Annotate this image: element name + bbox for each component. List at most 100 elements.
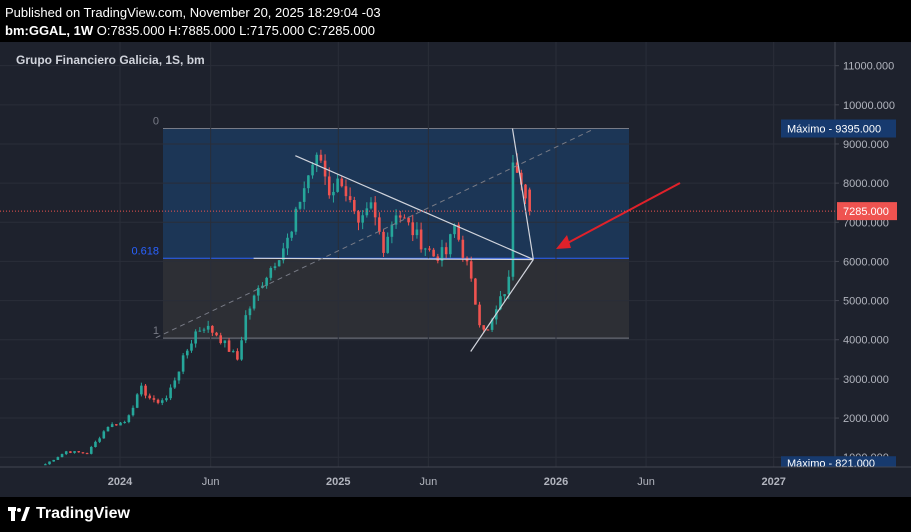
candle xyxy=(177,371,181,384)
red-arrow-shaft xyxy=(561,182,681,247)
candle xyxy=(102,430,106,439)
candle-body xyxy=(382,231,385,253)
candle xyxy=(311,161,314,179)
candle-body xyxy=(77,451,81,453)
price-chart[interactable]: 0 0.618 1 11000.000 10000.000 9000.000 8000.0… xyxy=(0,42,911,497)
footer: TradingView xyxy=(0,497,911,532)
candle xyxy=(440,239,444,267)
candle-body xyxy=(353,199,356,212)
candle-body xyxy=(507,276,511,295)
candle-body xyxy=(211,325,214,333)
candle xyxy=(123,420,126,424)
drawings xyxy=(155,128,681,352)
candle-body xyxy=(415,229,419,236)
candle xyxy=(206,320,210,333)
candle xyxy=(152,395,156,403)
candle xyxy=(64,450,68,456)
candle xyxy=(453,223,456,238)
candle-body xyxy=(277,260,281,267)
candle-body xyxy=(378,217,381,232)
candle xyxy=(94,440,97,448)
candle-body xyxy=(373,202,377,218)
candle xyxy=(419,222,423,253)
candle-body xyxy=(453,224,456,235)
candle xyxy=(202,327,206,334)
candle-body xyxy=(511,162,515,277)
candle-body xyxy=(215,332,218,336)
candle xyxy=(273,262,277,271)
candle-body xyxy=(240,340,243,360)
candle xyxy=(165,395,168,402)
candle-body xyxy=(131,407,135,416)
max-label: Máximo - 9395.000 xyxy=(787,124,881,136)
candle xyxy=(365,202,369,218)
candle xyxy=(98,436,101,443)
price-tick-label-9: 2000.000 xyxy=(843,413,889,425)
candle xyxy=(474,277,477,305)
candles xyxy=(44,149,531,466)
time-tick-label-2: 2025 xyxy=(326,476,350,488)
fib-zone-lower xyxy=(163,258,629,339)
candle-body xyxy=(390,224,394,237)
candle-body xyxy=(115,424,118,426)
price-tick-label-5: 6000.000 xyxy=(843,256,889,268)
candle-body xyxy=(348,196,352,200)
candle xyxy=(131,405,135,417)
candle-body xyxy=(52,459,55,462)
candle xyxy=(194,329,197,348)
candle xyxy=(215,331,218,337)
candle xyxy=(286,233,289,256)
candle xyxy=(256,285,260,301)
candle-body xyxy=(256,287,260,296)
candle xyxy=(186,348,189,359)
candle-body xyxy=(419,229,423,250)
candle-body xyxy=(386,236,390,253)
candle-body xyxy=(478,304,481,326)
time-tick-label-4: 2026 xyxy=(544,476,568,488)
candle-body xyxy=(60,454,64,458)
candle-body xyxy=(206,325,210,330)
candle-body xyxy=(85,453,89,455)
candle-body xyxy=(248,308,252,316)
last-price-box xyxy=(837,202,897,221)
fib-label-1: 1 xyxy=(153,325,159,337)
candle xyxy=(106,426,110,432)
triangle-upper-line xyxy=(295,155,534,261)
price-tick-label-8: 3000.000 xyxy=(843,374,889,386)
candle xyxy=(361,210,364,230)
candle-body xyxy=(269,267,273,278)
candle-body xyxy=(474,278,477,305)
candle xyxy=(336,174,339,193)
candle xyxy=(236,348,239,361)
candle-body xyxy=(223,340,227,344)
candle-body xyxy=(156,399,160,403)
candle-body xyxy=(152,398,156,400)
candle-body xyxy=(340,178,344,187)
candle xyxy=(223,340,227,348)
candle-body xyxy=(94,441,97,447)
candle xyxy=(411,214,415,242)
candle-body xyxy=(102,431,106,439)
candle xyxy=(428,245,431,252)
candle-body xyxy=(169,387,172,399)
candle xyxy=(181,352,185,375)
candle-body xyxy=(449,234,452,255)
candle-body xyxy=(440,247,444,261)
candle xyxy=(524,184,527,205)
candle-body xyxy=(290,231,293,238)
price-tick-label-1: 10000.000 xyxy=(843,100,895,112)
candle xyxy=(244,310,248,344)
candle xyxy=(332,183,335,203)
candle-body xyxy=(365,208,369,216)
price-tick-label-3: 8000.000 xyxy=(843,178,889,190)
candle-body xyxy=(64,451,68,455)
time-tick-label-0: 2024 xyxy=(108,476,133,488)
candle xyxy=(348,187,352,203)
candle-body xyxy=(515,162,519,173)
candle xyxy=(156,398,160,405)
candle-body xyxy=(357,211,360,223)
candle xyxy=(277,259,281,267)
published-info: Published on TradingView.com, November 2… xyxy=(5,5,381,20)
candle xyxy=(423,247,427,256)
candle xyxy=(403,214,406,219)
